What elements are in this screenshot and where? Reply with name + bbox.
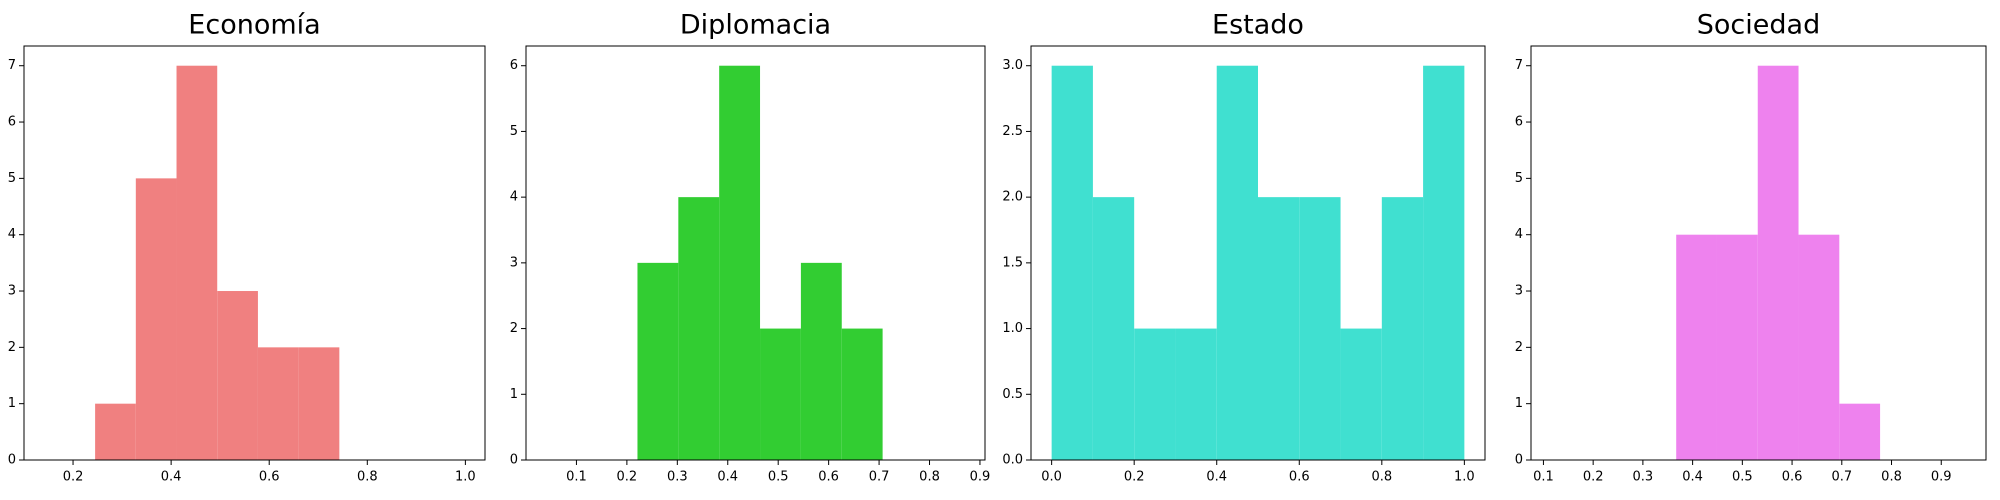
y-tick-label: 3.0: [1002, 58, 1023, 73]
y-tick-label: 1.5: [1002, 255, 1023, 270]
bar: [1175, 328, 1217, 460]
x-tick-label: 0.3: [667, 470, 688, 485]
y-tick-label: 0.0: [1002, 453, 1023, 468]
bar: [1340, 328, 1382, 460]
x-tick-label: 0.8: [919, 470, 940, 485]
bar: [95, 403, 136, 460]
y-tick-label: 1: [1515, 396, 1523, 411]
x-tick-label: 0.5: [1732, 470, 1753, 485]
bar: [637, 262, 679, 460]
bar: [1798, 234, 1840, 460]
x-tick-label: 0.2: [617, 470, 638, 485]
bar: [1676, 234, 1717, 460]
y-tick-label: 4: [8, 227, 16, 242]
bar: [176, 65, 218, 460]
y-tick-label: 6: [510, 58, 518, 73]
y-tick-label: 6: [1515, 115, 1523, 130]
y-tick-label: 4: [1515, 227, 1523, 242]
x-tick-label: 0.0: [1041, 470, 1062, 485]
x-tick-label: 0.4: [717, 470, 738, 485]
bar: [1423, 65, 1465, 460]
y-tick-label: 0.5: [1002, 387, 1023, 402]
chart-title: Economía: [188, 10, 320, 41]
chart-title: Sociedad: [1697, 10, 1820, 41]
x-tick-label: 0.5: [768, 470, 789, 485]
bar: [1757, 65, 1799, 460]
x-tick-label: 1.0: [455, 470, 476, 485]
x-tick-label: 0.1: [1533, 470, 1554, 485]
y-tick-label: 0: [1515, 453, 1523, 468]
x-tick-label: 0.7: [869, 470, 890, 485]
chart-title: Estado: [1212, 10, 1304, 41]
x-tick-label: 0.4: [1682, 470, 1703, 485]
y-tick-label: 5: [8, 171, 16, 186]
y-tick-label: 7: [8, 58, 16, 73]
y-tick-label: 1: [510, 387, 518, 402]
y-tick-label: 3: [510, 255, 518, 270]
x-tick-label: 0.3: [1633, 470, 1654, 485]
x-tick-label: 0.2: [1583, 470, 1604, 485]
y-tick-label: 4: [510, 190, 518, 205]
y-tick-label: 2: [510, 321, 518, 336]
y-tick-label: 2.0: [1002, 190, 1023, 205]
x-tick-label: 0.2: [1124, 470, 1145, 485]
axes-frame: [23, 45, 486, 461]
x-tick-label: 0.7: [1831, 470, 1852, 485]
bar: [800, 262, 842, 460]
y-tick-label: 5: [1515, 171, 1523, 186]
axes-frame: [1530, 45, 1987, 461]
y-tick-label: 2: [1515, 340, 1523, 355]
y-tick-label: 7: [1515, 58, 1523, 73]
bar: [719, 65, 761, 460]
bar: [1299, 197, 1341, 460]
y-tick-label: 3: [8, 284, 16, 299]
y-tick-label: 2: [8, 340, 16, 355]
bar: [135, 178, 177, 460]
bar: [1839, 403, 1881, 460]
y-tick-label: 3: [1515, 284, 1523, 299]
x-tick-label: 1.0: [1454, 470, 1475, 485]
bar: [1092, 197, 1135, 460]
axes-frame: [525, 45, 986, 461]
bar: [678, 197, 720, 460]
y-tick-label: 1: [8, 396, 16, 411]
y-tick-label: 2.5: [1002, 124, 1023, 139]
x-tick-label: 0.6: [1289, 470, 1310, 485]
bar: [1216, 65, 1258, 460]
bar: [1051, 65, 1093, 460]
bar: [257, 347, 299, 460]
x-tick-label: 0.6: [818, 470, 839, 485]
y-tick-label: 0: [510, 453, 518, 468]
x-tick-label: 0.8: [1371, 470, 1392, 485]
x-tick-label: 0.8: [357, 470, 378, 485]
x-tick-label: 0.6: [1782, 470, 1803, 485]
y-tick-label: 0: [8, 453, 16, 468]
bar: [760, 328, 801, 460]
chart-title: Diplomacia: [680, 10, 831, 41]
bar: [298, 347, 340, 460]
x-tick-label: 0.9: [970, 470, 991, 485]
y-tick-label: 6: [8, 115, 16, 130]
x-tick-label: 0.9: [1931, 470, 1952, 485]
x-tick-label: 0.8: [1881, 470, 1902, 485]
bar: [1716, 234, 1758, 460]
axes-frame: [1030, 45, 1486, 461]
x-tick-label: 0.6: [259, 470, 280, 485]
bar: [1134, 328, 1176, 460]
x-tick-label: 0.1: [566, 470, 587, 485]
bar: [1381, 197, 1424, 460]
bar: [217, 291, 258, 460]
x-tick-label: 0.2: [63, 470, 84, 485]
y-tick-label: 5: [510, 124, 518, 139]
y-tick-label: 1.0: [1002, 321, 1023, 336]
x-tick-label: 0.4: [161, 470, 182, 485]
x-tick-label: 0.4: [1206, 470, 1227, 485]
bar: [1258, 197, 1300, 460]
bar: [841, 328, 883, 460]
